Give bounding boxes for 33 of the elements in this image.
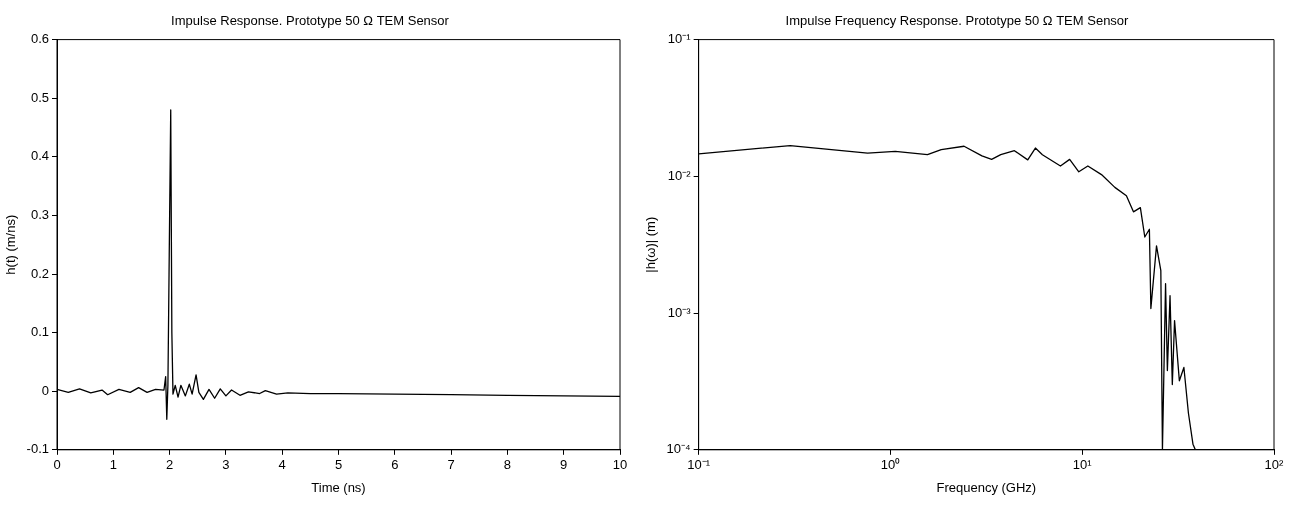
chart-title: Impulse Response. Prototype 50 Ω TEM Sensor xyxy=(171,13,450,29)
x-tick-label: 8 xyxy=(503,457,512,473)
y-tick-label: 0.1 xyxy=(30,324,49,340)
x-tick-label: 1 xyxy=(109,457,117,473)
x-tick-label: 10² xyxy=(1264,457,1285,473)
x-axis-title: Time (ns) xyxy=(311,479,366,495)
y-tick-label: 10⁻¹ xyxy=(667,31,692,47)
y-tick-label: 0 xyxy=(41,382,49,398)
x-tick-label: 5 xyxy=(334,457,343,473)
x-tick-label: 3 xyxy=(222,457,230,473)
x-tick-label: 10¹ xyxy=(1072,457,1093,473)
y-axis-title: |h(ω)| (m) xyxy=(643,216,659,273)
x-tick-label: 2 xyxy=(165,457,174,473)
y-tick-label: 10⁻⁴ xyxy=(666,441,691,457)
y-tick-label: 0.4 xyxy=(30,148,49,164)
x-tick-label: 0 xyxy=(53,457,61,473)
y-tick-label: 10⁻³ xyxy=(667,304,692,320)
y-tick-label: 0.5 xyxy=(30,89,49,105)
x-tick-label: 6 xyxy=(391,457,399,473)
x-tick-label: 4 xyxy=(278,457,286,473)
y-tick-label: 0.6 xyxy=(30,31,49,47)
y-tick-label: 0.2 xyxy=(30,265,49,281)
chart-title: Impulse Frequency Response. Prototype 50 Ω TEM Sensor xyxy=(785,13,1130,29)
x-tick-label: 7 xyxy=(447,457,455,473)
y-tick-label: 0.3 xyxy=(30,206,49,222)
y-tick-label: 10⁻² xyxy=(667,167,692,183)
x-axis-title: Frequency (GHz) xyxy=(936,479,1037,495)
x-tick-label: 10 xyxy=(612,457,628,473)
x-tick-label: 10⁰ xyxy=(880,457,901,473)
x-tick-label: 9 xyxy=(560,457,568,473)
x-tick-label: 10⁻¹ xyxy=(687,457,711,473)
y-axis-title: h(t) (m/ns) xyxy=(3,214,19,275)
y-tick-label: -0.1 xyxy=(26,441,49,457)
